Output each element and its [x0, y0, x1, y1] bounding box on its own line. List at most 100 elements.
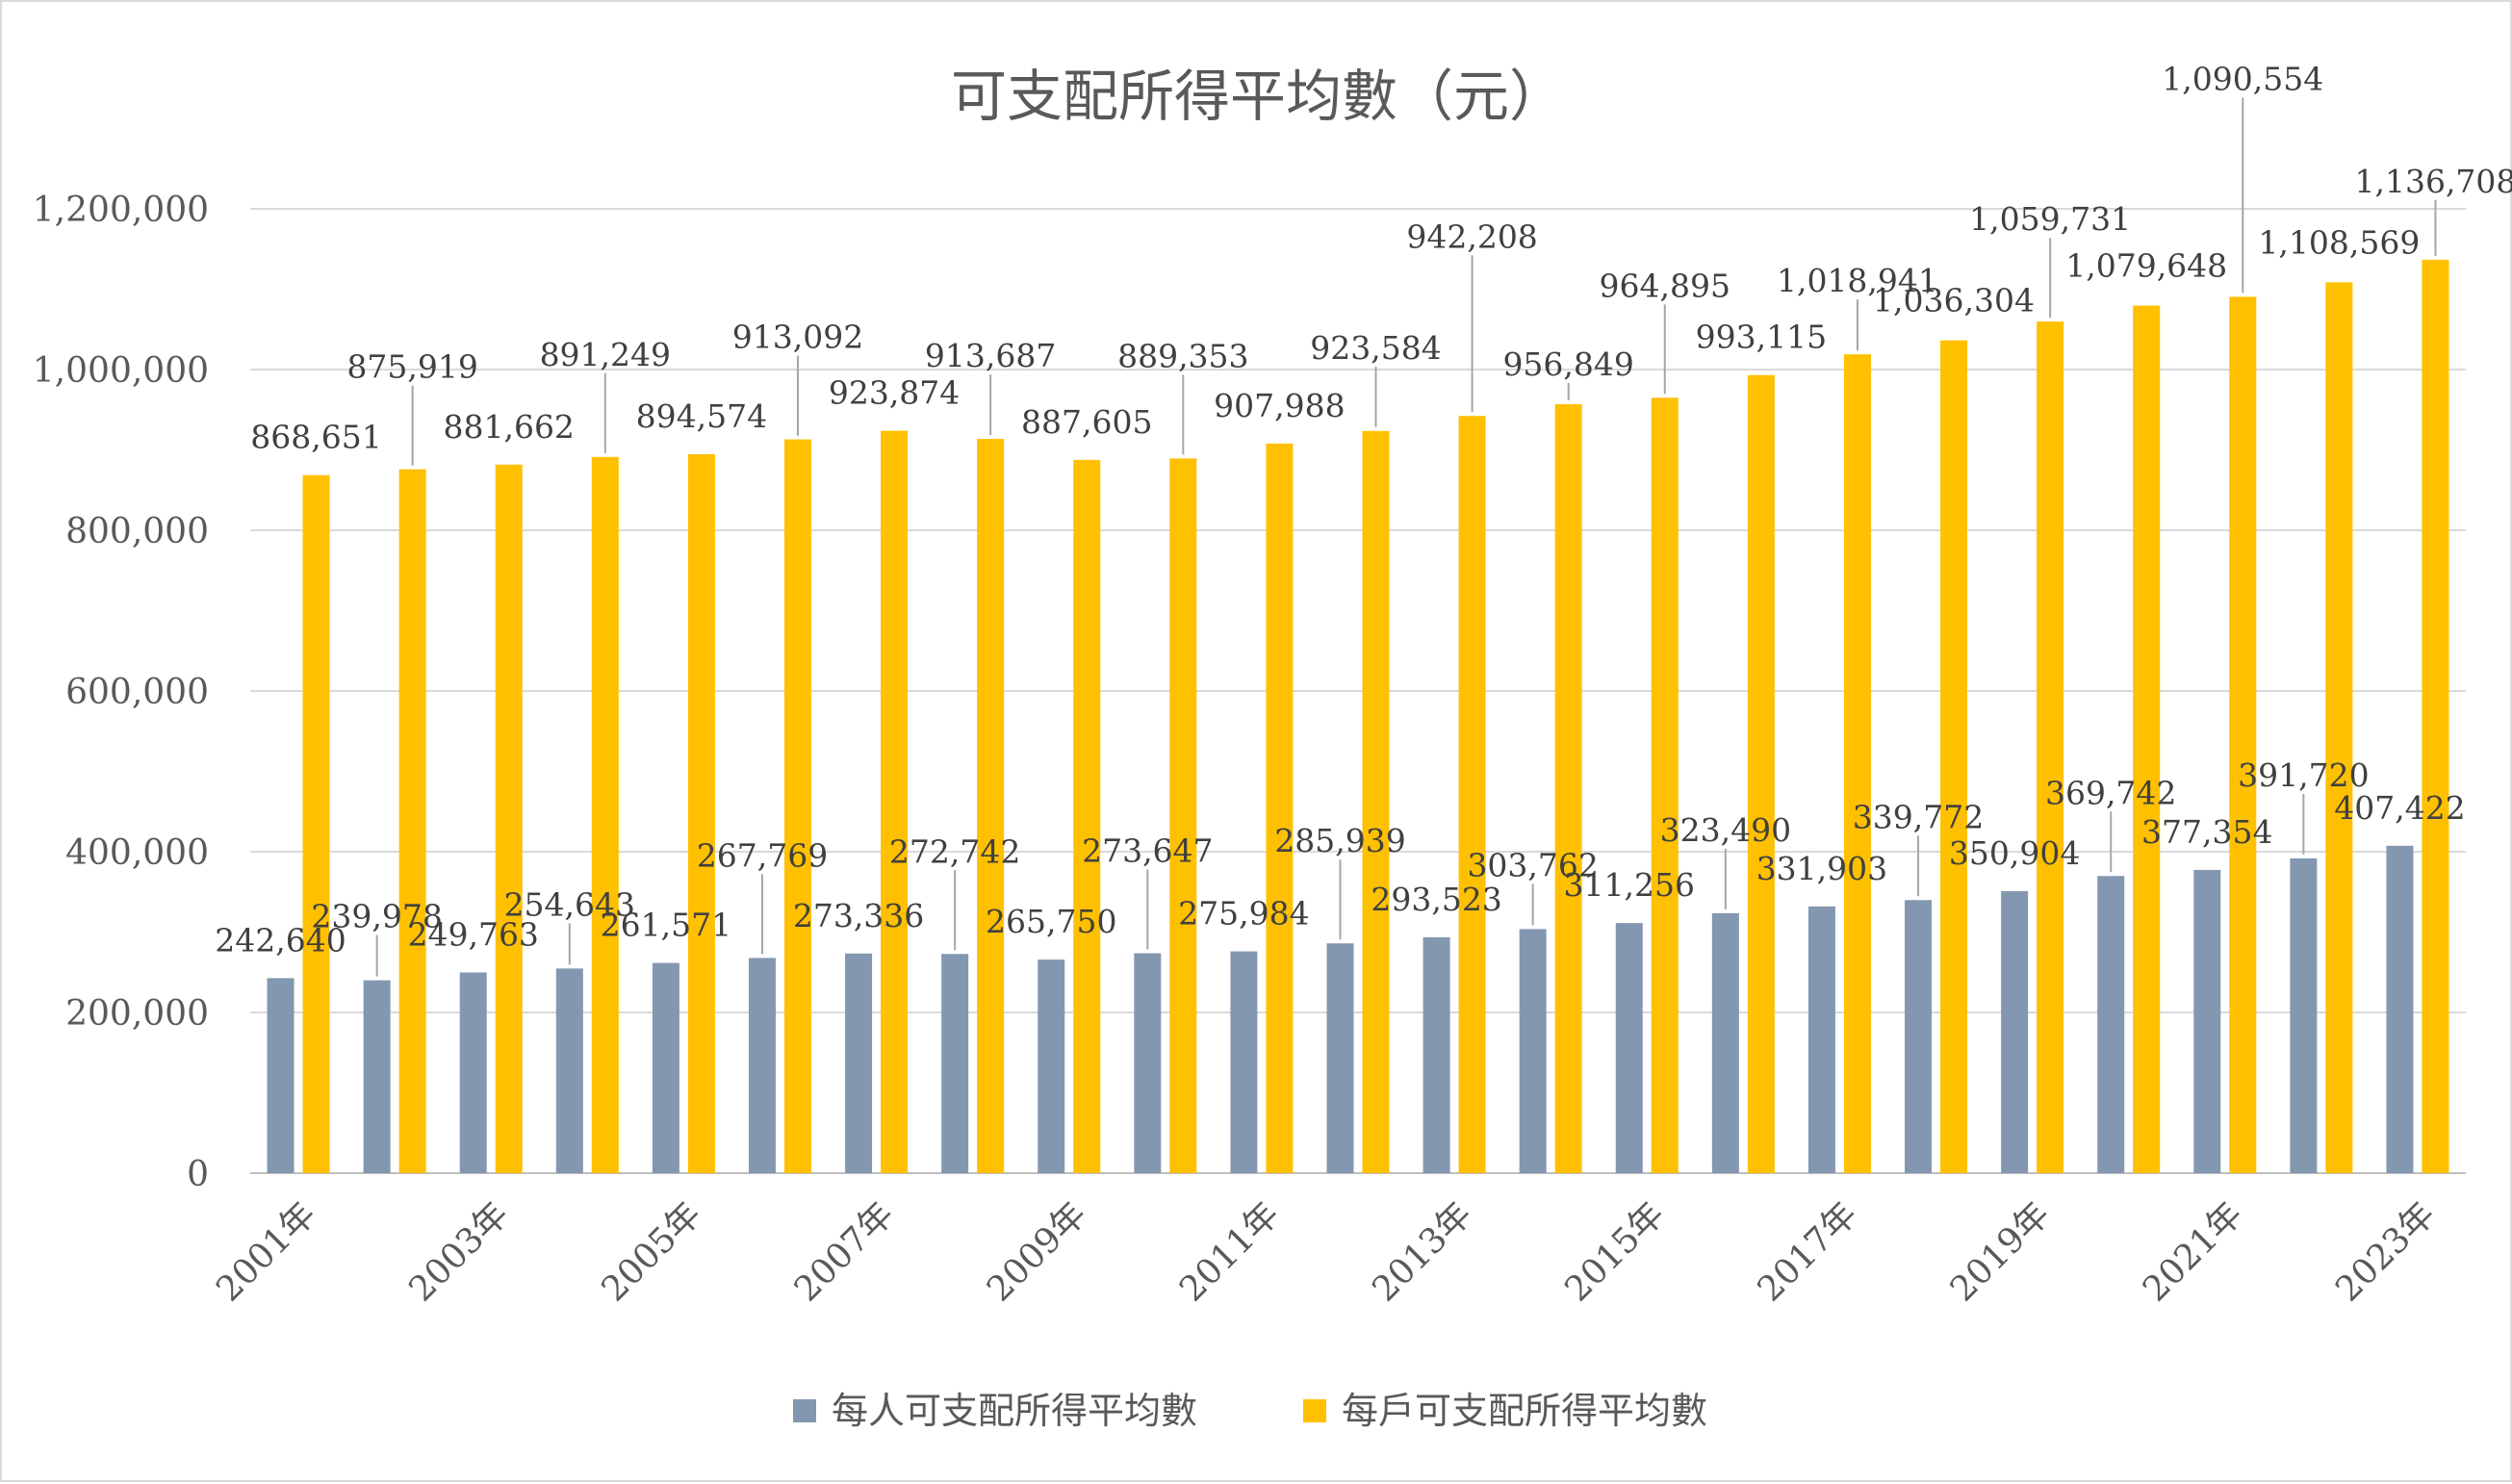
bar-per-person — [1423, 936, 1450, 1173]
data-label-per-person: 249,763 — [407, 915, 538, 953]
data-label-per-household: 868,651 — [250, 419, 381, 456]
data-label-per-household: 923,584 — [1310, 329, 1441, 367]
bar-per-person — [1326, 943, 1354, 1173]
bar-per-person — [2386, 845, 2414, 1173]
bar-per-person — [459, 972, 487, 1173]
bar-per-person — [1230, 951, 1258, 1173]
data-label-per-person: 311,256 — [1564, 866, 1695, 904]
x-tick-label: 2013年 — [1365, 1194, 1479, 1309]
data-label-per-person: 261,571 — [601, 907, 731, 944]
data-label-per-person: 331,903 — [1756, 850, 1887, 887]
data-label-per-person: 273,336 — [793, 897, 924, 934]
x-tick-label: 2021年 — [2136, 1194, 2250, 1309]
bar-per-person — [941, 954, 969, 1173]
bar-per-household — [1458, 416, 1486, 1173]
bars — [267, 259, 2449, 1174]
data-label-per-household: 889,353 — [1117, 337, 1248, 374]
legend-swatch — [793, 1399, 816, 1422]
x-tick-label: 2007年 — [787, 1194, 902, 1309]
legend: 每人可支配所得平均數 每戶可支配所得平均數 — [793, 1390, 1707, 1432]
y-tick-label: 800,000 — [65, 512, 209, 551]
bar-per-person — [1615, 923, 1643, 1173]
bar-per-household — [783, 439, 811, 1173]
bar-per-person — [2001, 890, 2029, 1173]
bar-per-person — [1807, 906, 1835, 1173]
data-label-per-person: 369,742 — [2045, 774, 2176, 811]
data-label-per-person: 339,772 — [1853, 798, 1984, 835]
bar-per-household — [1073, 459, 1101, 1173]
bar-per-household — [1362, 430, 1390, 1173]
data-label-per-household: 894,574 — [636, 397, 767, 435]
data-label-per-household: 913,092 — [732, 319, 863, 356]
bar-per-household — [1843, 354, 1871, 1173]
legend-swatch — [1303, 1399, 1326, 1422]
y-tick-label: 200,000 — [65, 994, 209, 1034]
bar-per-household — [881, 430, 909, 1174]
bar-per-person — [652, 962, 679, 1173]
data-label-per-household: 1,059,731 — [1969, 200, 2131, 238]
bar-per-household — [2422, 259, 2449, 1173]
bar-per-person — [2193, 869, 2221, 1173]
x-tick-label: 2023年 — [2328, 1194, 2443, 1309]
bar-per-household — [2037, 321, 2064, 1173]
data-label-per-person: 272,742 — [889, 832, 1020, 870]
data-label-per-household: 881,662 — [443, 408, 574, 446]
data-label-per-person: 242,640 — [215, 921, 346, 959]
gridlines — [250, 208, 2466, 1174]
data-label-per-person: 293,523 — [1371, 881, 1501, 918]
data-label-per-household: 891,249 — [540, 336, 671, 373]
bar-per-person — [748, 958, 776, 1173]
y-tick-label: 0 — [187, 1155, 209, 1194]
bar-per-person — [267, 978, 295, 1173]
x-tick-label: 2003年 — [401, 1194, 516, 1309]
data-label-per-household: 993,115 — [1696, 319, 1827, 356]
y-tick-label: 1,000,000 — [33, 351, 209, 391]
bar-per-household — [591, 456, 619, 1173]
leader-lines — [375, 97, 2437, 977]
x-tick-label: 2009年 — [980, 1194, 1094, 1309]
data-label-per-household: 923,874 — [829, 374, 960, 412]
bar-per-person — [2097, 876, 2125, 1173]
data-label-per-person: 323,490 — [1660, 811, 1791, 849]
data-label-per-household: 875,919 — [346, 348, 477, 386]
data-label-per-household: 942,208 — [1406, 217, 1537, 255]
data-label-per-household: 1,136,708 — [2354, 163, 2512, 200]
y-tick-label: 400,000 — [65, 833, 209, 873]
bar-per-person — [363, 980, 391, 1173]
x-tick-label: 2019年 — [1943, 1194, 2058, 1309]
data-label-per-household: 1,108,569 — [2258, 223, 2420, 261]
data-label-per-person: 273,647 — [1082, 832, 1213, 870]
bar-per-household — [1554, 404, 1582, 1173]
data-label-per-person: 407,422 — [2334, 789, 2465, 827]
data-label-per-person: 254,643 — [504, 885, 635, 923]
bar-per-household — [687, 454, 715, 1173]
data-label-per-household: 907,988 — [1214, 387, 1345, 424]
bar-per-person — [555, 968, 583, 1173]
bar-per-person — [1038, 959, 1065, 1173]
data-label-per-household: 956,849 — [1502, 345, 1633, 383]
bar-per-person — [1519, 929, 1547, 1173]
bar-per-household — [302, 474, 330, 1174]
bar-per-household — [1747, 374, 1775, 1173]
bar-per-household — [398, 469, 426, 1173]
data-label-per-household: 1,090,554 — [2162, 60, 2323, 97]
bar-per-person — [2290, 857, 2318, 1173]
bar-per-person — [1711, 912, 1739, 1173]
data-label-per-household: 913,687 — [925, 337, 1056, 374]
chart-title: 可支配所得平均數（元） — [951, 64, 1565, 129]
data-label-per-household: 1,036,304 — [1873, 282, 2035, 320]
bar-per-household — [977, 439, 1005, 1173]
bar-per-household — [495, 464, 523, 1173]
data-label-per-person: 239,978 — [311, 898, 442, 935]
data-label-per-person: 377,354 — [2141, 813, 2272, 851]
data-labels: 242,640 868,651 239,978 875,919 249,763 881,6… — [215, 60, 2512, 959]
data-label-per-household: 1,018,941 — [1777, 262, 1938, 299]
y-tick-label: 600,000 — [65, 673, 209, 712]
bar-per-household — [1266, 443, 1294, 1173]
legend-label: 每戶可支配所得平均數 — [1342, 1390, 1707, 1432]
y-axis-ticks: 0 200,000 400,000 600,000 800,000 1,000,000 1,… — [33, 191, 209, 1194]
bar-per-household — [1169, 458, 1197, 1173]
data-label-per-household: 1,079,648 — [2065, 246, 2227, 284]
